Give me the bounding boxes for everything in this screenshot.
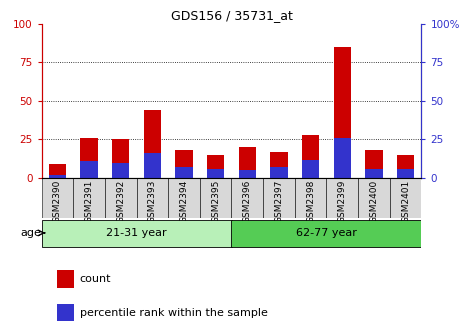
Text: GSM2394: GSM2394 bbox=[180, 180, 188, 223]
Bar bbox=[302, 135, 319, 178]
Text: age: age bbox=[20, 228, 41, 238]
Bar bbox=[57, 270, 74, 288]
Bar bbox=[263, 178, 295, 218]
Bar bbox=[49, 164, 66, 178]
Bar bbox=[200, 178, 232, 218]
Bar bbox=[238, 170, 256, 178]
Bar bbox=[333, 47, 351, 178]
Text: GSM2400: GSM2400 bbox=[369, 180, 378, 223]
Text: 21-31 year: 21-31 year bbox=[106, 228, 167, 238]
Bar bbox=[232, 220, 421, 247]
Bar bbox=[81, 161, 98, 178]
Text: GSM2390: GSM2390 bbox=[53, 180, 62, 223]
Bar bbox=[81, 138, 98, 178]
Bar bbox=[365, 150, 382, 178]
Title: GDS156 / 35731_at: GDS156 / 35731_at bbox=[170, 9, 293, 23]
Bar bbox=[295, 178, 326, 218]
Bar bbox=[333, 138, 351, 178]
Bar bbox=[112, 139, 130, 178]
Bar bbox=[390, 178, 421, 218]
Bar bbox=[112, 163, 130, 178]
Bar bbox=[207, 169, 225, 178]
Bar bbox=[238, 147, 256, 178]
Text: GSM2397: GSM2397 bbox=[275, 180, 283, 223]
Text: GSM2401: GSM2401 bbox=[401, 180, 410, 223]
Bar bbox=[49, 175, 66, 178]
Bar bbox=[137, 178, 168, 218]
Text: percentile rank within the sample: percentile rank within the sample bbox=[80, 308, 268, 318]
Text: GSM2398: GSM2398 bbox=[306, 180, 315, 223]
Bar bbox=[365, 169, 382, 178]
Bar bbox=[42, 220, 232, 247]
Text: GSM2393: GSM2393 bbox=[148, 180, 157, 223]
Bar bbox=[326, 178, 358, 218]
Text: GSM2396: GSM2396 bbox=[243, 180, 252, 223]
Bar bbox=[144, 153, 161, 178]
Text: GSM2391: GSM2391 bbox=[85, 180, 94, 223]
Bar bbox=[105, 178, 137, 218]
Bar bbox=[57, 304, 74, 322]
Text: GSM2395: GSM2395 bbox=[211, 180, 220, 223]
Bar bbox=[270, 167, 288, 178]
Bar bbox=[302, 160, 319, 178]
Bar bbox=[358, 178, 390, 218]
Bar bbox=[207, 155, 225, 178]
Bar bbox=[397, 155, 414, 178]
Bar bbox=[144, 110, 161, 178]
Bar bbox=[73, 178, 105, 218]
Bar bbox=[168, 178, 200, 218]
Text: count: count bbox=[80, 274, 111, 284]
Bar bbox=[397, 169, 414, 178]
Text: 62-77 year: 62-77 year bbox=[296, 228, 357, 238]
Text: GSM2392: GSM2392 bbox=[116, 180, 125, 223]
Bar bbox=[175, 167, 193, 178]
Text: GSM2399: GSM2399 bbox=[338, 180, 347, 223]
Bar bbox=[42, 178, 73, 218]
Bar bbox=[232, 178, 263, 218]
Bar bbox=[270, 152, 288, 178]
Bar bbox=[175, 150, 193, 178]
